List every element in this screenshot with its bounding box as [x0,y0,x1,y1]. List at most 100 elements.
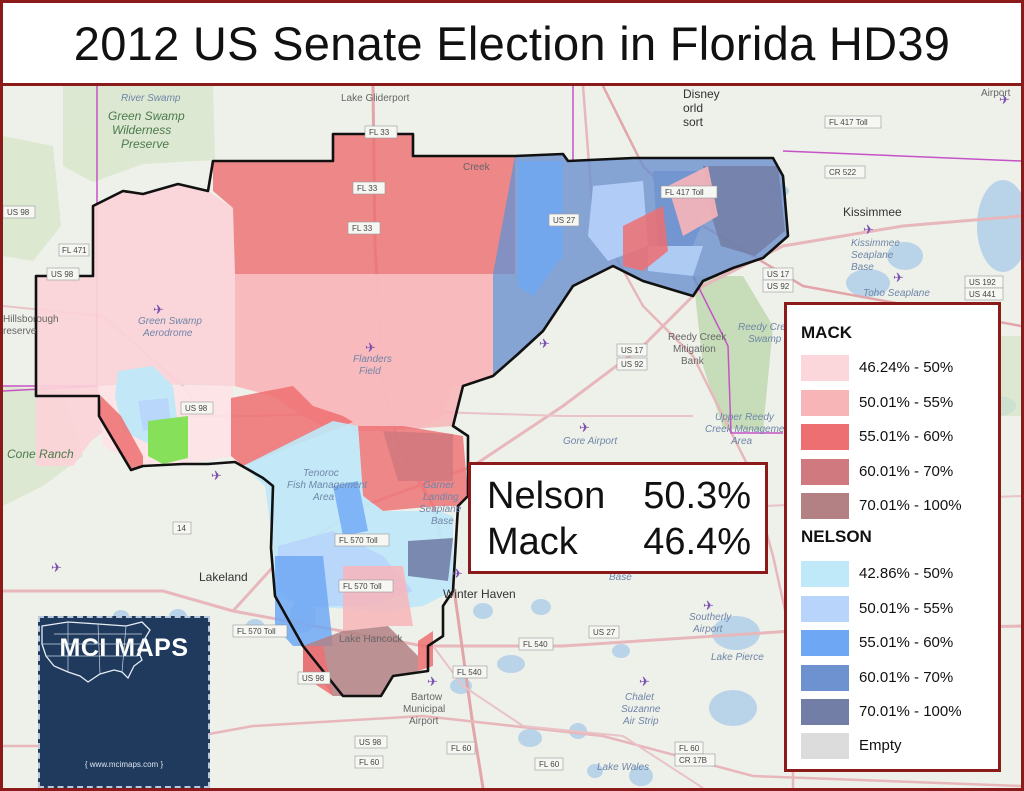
airport-icon: ✈ [365,340,376,355]
svg-text:FL 60: FL 60 [539,760,560,769]
legend-swatch [801,630,849,656]
map-area[interactable]: River Swamp Lake Gliderport Green Swamp … [3,86,1021,788]
airport-icon: ✈ [427,674,438,689]
road-shields: FL 33 FL 33 FL 33 FL 417 Toll FL 417 Tol… [3,115,1004,771]
label-mitigation: Mitigation [673,344,716,355]
legend-item-mack-4: 60.01% - 70% [801,458,991,485]
nelson-label: Nelson [487,475,606,517]
legend-label: 50.01% - 55% [859,393,954,411]
legend-swatch [801,355,849,381]
airport-icon: ✈ [51,560,62,575]
label-green-swamp-aero: Green Swamp [138,316,202,327]
legend-label: 60.01% - 70% [859,462,954,480]
legend-label: 70.01% - 100% [859,703,962,720]
airport-icon: ✈ [539,336,550,351]
legend-label: 60.01% - 70% [859,668,954,686]
label-disney: Disney [683,87,720,101]
label-preserve: Preserve [121,137,169,151]
road-shield: US 27 [588,625,620,639]
road-shield: FL 570 Toll [338,579,394,593]
road-shield: FL 60 [674,741,704,755]
label-chalet: Chalet [625,692,655,703]
legend-item-nelson-1: 42.86% - 50% [801,561,991,587]
svg-text:FL 570 Toll: FL 570 Toll [339,536,378,545]
svg-text:US 27: US 27 [553,216,576,225]
legend-item-mack-2: 50.01% - 55% [801,389,991,416]
svg-text:CR 17B: CR 17B [679,756,707,765]
label-air-strip: Air Strip [622,716,659,727]
svg-text:FL 60: FL 60 [359,758,380,767]
label-bank: Bank [681,356,705,367]
label-cone-ranch: Cone Ranch [7,447,74,461]
label-lake-hancock: Lake Hancock [339,634,403,645]
svg-text:US 98: US 98 [185,404,208,413]
title-bar: 2012 US Senate Election in Florida HD39 [3,3,1021,83]
road-shield: FL 60 [446,741,476,755]
svg-text:US 192: US 192 [969,278,996,287]
svg-text:FL 417 Toll: FL 417 Toll [829,118,868,127]
label-seaplane: Seaplane [851,250,894,261]
svg-text:FL 33: FL 33 [369,128,390,137]
legend-label-empty: Empty [859,737,902,754]
label-landing: Landing [423,492,459,503]
label-green-swamp: Green Swamp [108,109,185,123]
us-map-icon [41,621,151,683]
svg-text:CR 522: CR 522 [829,168,857,177]
legend-swatch [801,493,849,519]
airport-icon: ✈ [999,92,1010,107]
road-shield: US 98 [3,205,36,219]
road-shield: FL 417 Toll [660,185,718,199]
legend-item-nelson-5: 70.01% - 100% [801,699,991,725]
place-labels: River Swamp Lake Gliderport Green Swamp … [3,87,1011,773]
legend-label: 70.01% - 100% [859,497,962,514]
legend-swatch [801,424,849,450]
legend-label: 46.24% - 50% [859,359,954,376]
airport-icon: ✈ [863,222,874,237]
label-southerly-airport: Airport [692,624,724,635]
label-airport-top-right: Airport [981,88,1011,99]
label-hillsborough: Hillsborough [3,314,59,325]
svg-text:FL 570 Toll: FL 570 Toll [237,627,276,636]
label-area-2: Area [312,492,335,503]
legend-item-mack-1: 46.24% - 50% [801,355,991,381]
label-fish-mgmt: Fish Management [287,480,368,491]
legend: MACK 46.24% - 50% 50.01% - 55% 55.01% - 60… [784,302,1001,772]
road-shield: US 27 [548,213,580,227]
results-box: Nelson 50.3% Mack 46.4% [468,462,768,574]
road-shield: US 98 [46,267,80,281]
label-area: Area [730,436,753,447]
legend-swatch [801,389,849,416]
label-reedy-creek: Reedy Creek [738,322,797,333]
mack-result-row: Mack 46.4% [487,521,751,564]
label-lake-pierce: Lake Pierce [711,652,764,663]
legend-swatch [801,595,849,622]
airport-icon: ✈ [452,566,463,581]
label-kissimmee-base: Kissimmee [851,238,900,249]
legend-label: 50.01% - 55% [859,599,954,617]
road-shield: US 441 [964,287,1004,301]
road-shield: US 98 [354,735,388,749]
road-shield: CR 522 [824,165,866,179]
label-southerly: Southerly [689,612,732,623]
label-lakeland: Lakeland [199,570,248,584]
road-shield: FL 33 [352,181,386,195]
legend-item-nelson-2: 50.01% - 55% [801,595,991,622]
label-creek: Creek [463,162,491,173]
svg-text:US 17: US 17 [767,270,790,279]
svg-text:US 98: US 98 [51,270,74,279]
road-shield: FL 60 [354,755,384,769]
label-kissimmee: Kissimmee [843,205,902,219]
label-upper-reedy: Upper Reedy [715,412,775,423]
legend-swatch [801,699,849,725]
svg-text:FL 471: FL 471 [62,246,87,255]
label-flanders: Flanders [353,354,392,365]
mack-label: Mack [487,521,578,563]
label-municipal: Municipal [403,704,445,715]
svg-text:FL 540: FL 540 [523,640,548,649]
airport-icon: ✈ [153,302,164,317]
road-shield: US 98 [297,671,331,685]
road-shield: FL 540 [518,637,554,651]
logo-stamp-border [38,616,210,788]
road-shield: FL 417 Toll [824,115,882,129]
svg-text:FL 33: FL 33 [352,224,373,233]
